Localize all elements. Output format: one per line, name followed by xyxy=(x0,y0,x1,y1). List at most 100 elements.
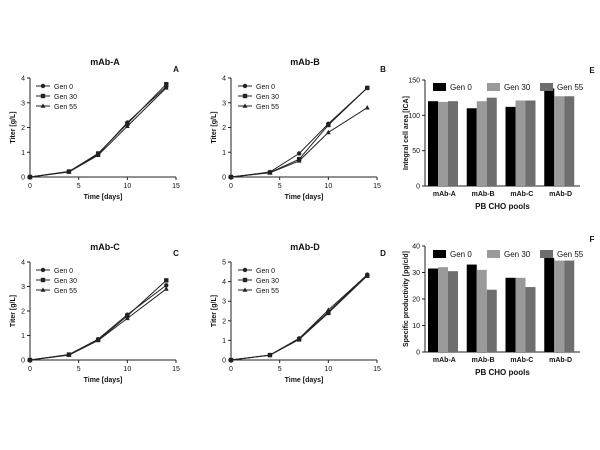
panel-c-y-tick-label: 3 xyxy=(21,284,25,291)
panel-a-y-tick-label: 0 xyxy=(21,175,25,182)
panel-c-legend-marker xyxy=(40,287,46,292)
panel-b-x-label: Time [days] xyxy=(285,194,324,201)
panel-b-x-tick-label: 15 xyxy=(373,183,381,190)
panel-f-category-label: mAb-D xyxy=(549,357,572,364)
panel-c-y-tick-label: 0 xyxy=(21,358,25,365)
panel-f-legend-swatch xyxy=(540,250,553,258)
panel-f-legend-swatch xyxy=(487,250,500,258)
panel-e-y-tick-label: 50 xyxy=(412,148,420,155)
panel-a-legend-label: Gen 0 xyxy=(54,84,73,91)
panel-d-data-point xyxy=(267,352,273,357)
panel-c-legend-label: Gen 55 xyxy=(54,288,77,295)
panel-c-x-label: Time [days] xyxy=(84,377,123,384)
panel-c-y-tick-label: 1 xyxy=(21,333,25,340)
panel-e-category-label: mAb-C xyxy=(510,191,533,198)
panel-b-y-tick-label: 1 xyxy=(222,150,226,157)
panel-f-bar xyxy=(564,260,575,352)
panel-d-data-point xyxy=(364,272,370,277)
panel-b-legend-marker xyxy=(242,83,248,89)
panel-f-legend-label: Gen 30 xyxy=(504,250,531,259)
panel-c-data-point xyxy=(164,278,169,283)
panel-d-legend-marker xyxy=(242,287,248,292)
panel-d-y-label: Titer [g/L] xyxy=(211,295,218,327)
panel-b-legend-label: Gen 0 xyxy=(256,84,275,91)
panel-b-y-tick-label: 4 xyxy=(222,76,226,83)
panel-a-y-tick-label: 4 xyxy=(21,76,25,83)
panel-c-legend-marker xyxy=(40,277,46,283)
panel-a-series-line xyxy=(29,87,167,178)
panel-d-legend-marker xyxy=(242,267,248,273)
panel-a-letter: A xyxy=(173,65,179,74)
panel-f-category-label: mAb-C xyxy=(510,357,533,364)
panel-d-letter: D xyxy=(380,249,386,258)
panel-b-data-point xyxy=(325,129,331,135)
panel-d-data-point xyxy=(326,310,331,316)
panel-c-x-tick-label: 10 xyxy=(123,366,131,373)
panel-f-category-label: mAb-A xyxy=(433,357,456,364)
panel-a-data-point xyxy=(163,85,169,90)
panel-a-series-line xyxy=(29,86,167,178)
panel-a-series-line xyxy=(29,83,167,178)
panel-c-x-tick-label: 15 xyxy=(172,366,180,373)
panel-c-legend-label: Gen 30 xyxy=(54,278,77,285)
panel-b-x-tick-label: 0 xyxy=(229,183,233,190)
panel-b-data-point xyxy=(296,158,302,163)
panel-b-legend-marker xyxy=(242,103,248,108)
panel-e-bar xyxy=(515,100,526,186)
panel-a-legend-marker xyxy=(40,103,46,108)
panel-b-x-tick-label: 5 xyxy=(278,183,282,190)
panel-d-x-label: Time [days] xyxy=(285,377,324,384)
panel-e-legend-swatch xyxy=(487,83,500,91)
panel-e-letter: E xyxy=(589,66,595,75)
panel-f-bar xyxy=(544,257,555,352)
panel-e-bar xyxy=(505,106,516,186)
panel-e-bar xyxy=(448,101,458,186)
panel-c-series-line xyxy=(29,280,167,361)
panel-a-x-tick-label: 0 xyxy=(28,183,32,190)
panel-a-y-tick-label: 1 xyxy=(21,150,25,157)
panel-b-y-label: Titer [g/L] xyxy=(211,111,218,143)
panel-d-x-tick-label: 0 xyxy=(229,366,233,373)
panel-b-data-point xyxy=(364,105,370,110)
panel-d-series-line xyxy=(230,275,368,361)
panel-a-x-tick-label: 15 xyxy=(172,183,180,190)
panel-b-legend-label: Gen 30 xyxy=(256,94,279,101)
panel-e-category-label: mAb-B xyxy=(472,191,495,198)
panel-c-data-point xyxy=(124,315,130,321)
panel-d-y-tick-label: 4 xyxy=(222,279,226,286)
panel-f-legend-label: Gen 0 xyxy=(450,250,472,259)
panel-d-x-tick-label: 15 xyxy=(373,366,381,373)
panel-e-legend-swatch xyxy=(433,83,446,91)
panel-f-y-tick-label: 30 xyxy=(412,270,420,277)
panel-c-data-point xyxy=(66,352,72,357)
panel-f-y-tick-label: 40 xyxy=(412,244,420,251)
panel-a-data-point xyxy=(95,152,101,157)
panel-c-data-point xyxy=(163,286,169,291)
panel-a-legend-marker xyxy=(40,93,46,99)
panel-e-legend-swatch xyxy=(540,83,553,91)
panel-f-y-tick-label: 20 xyxy=(412,297,420,304)
panel-a-data-point xyxy=(164,81,169,87)
panel-b-series-line xyxy=(230,87,368,178)
panel-a-y-label: Titer [g/L] xyxy=(10,111,17,143)
panel-c-x-tick-label: 5 xyxy=(77,366,81,373)
panel-a-y-tick-label: 3 xyxy=(21,100,25,107)
panel-f-bar xyxy=(515,277,526,352)
panel-a-x-tick-label: 5 xyxy=(77,183,81,190)
panel-b-y-tick-label: 3 xyxy=(222,100,226,107)
panel-a-legend-label: Gen 30 xyxy=(54,94,77,101)
panel-d-x-tick-label: 5 xyxy=(278,366,282,373)
panel-b-data-point xyxy=(267,170,273,175)
panel-c-y-tick-label: 4 xyxy=(21,260,25,267)
panel-c-data-point xyxy=(164,283,169,288)
panel-d-legend-marker xyxy=(242,277,248,283)
panel-d-x-tick-label: 10 xyxy=(324,366,332,373)
panel-a-legend-label: Gen 55 xyxy=(54,104,77,111)
panel-d-legend-label: Gen 30 xyxy=(256,278,279,285)
panel-a-title: mAb-A xyxy=(90,57,120,67)
panel-e-bar xyxy=(554,96,565,186)
panel-f-bar xyxy=(428,268,438,352)
panel-e-x-label: PB CHO pools xyxy=(475,202,530,211)
panel-f-category-label: mAb-B xyxy=(472,357,495,364)
